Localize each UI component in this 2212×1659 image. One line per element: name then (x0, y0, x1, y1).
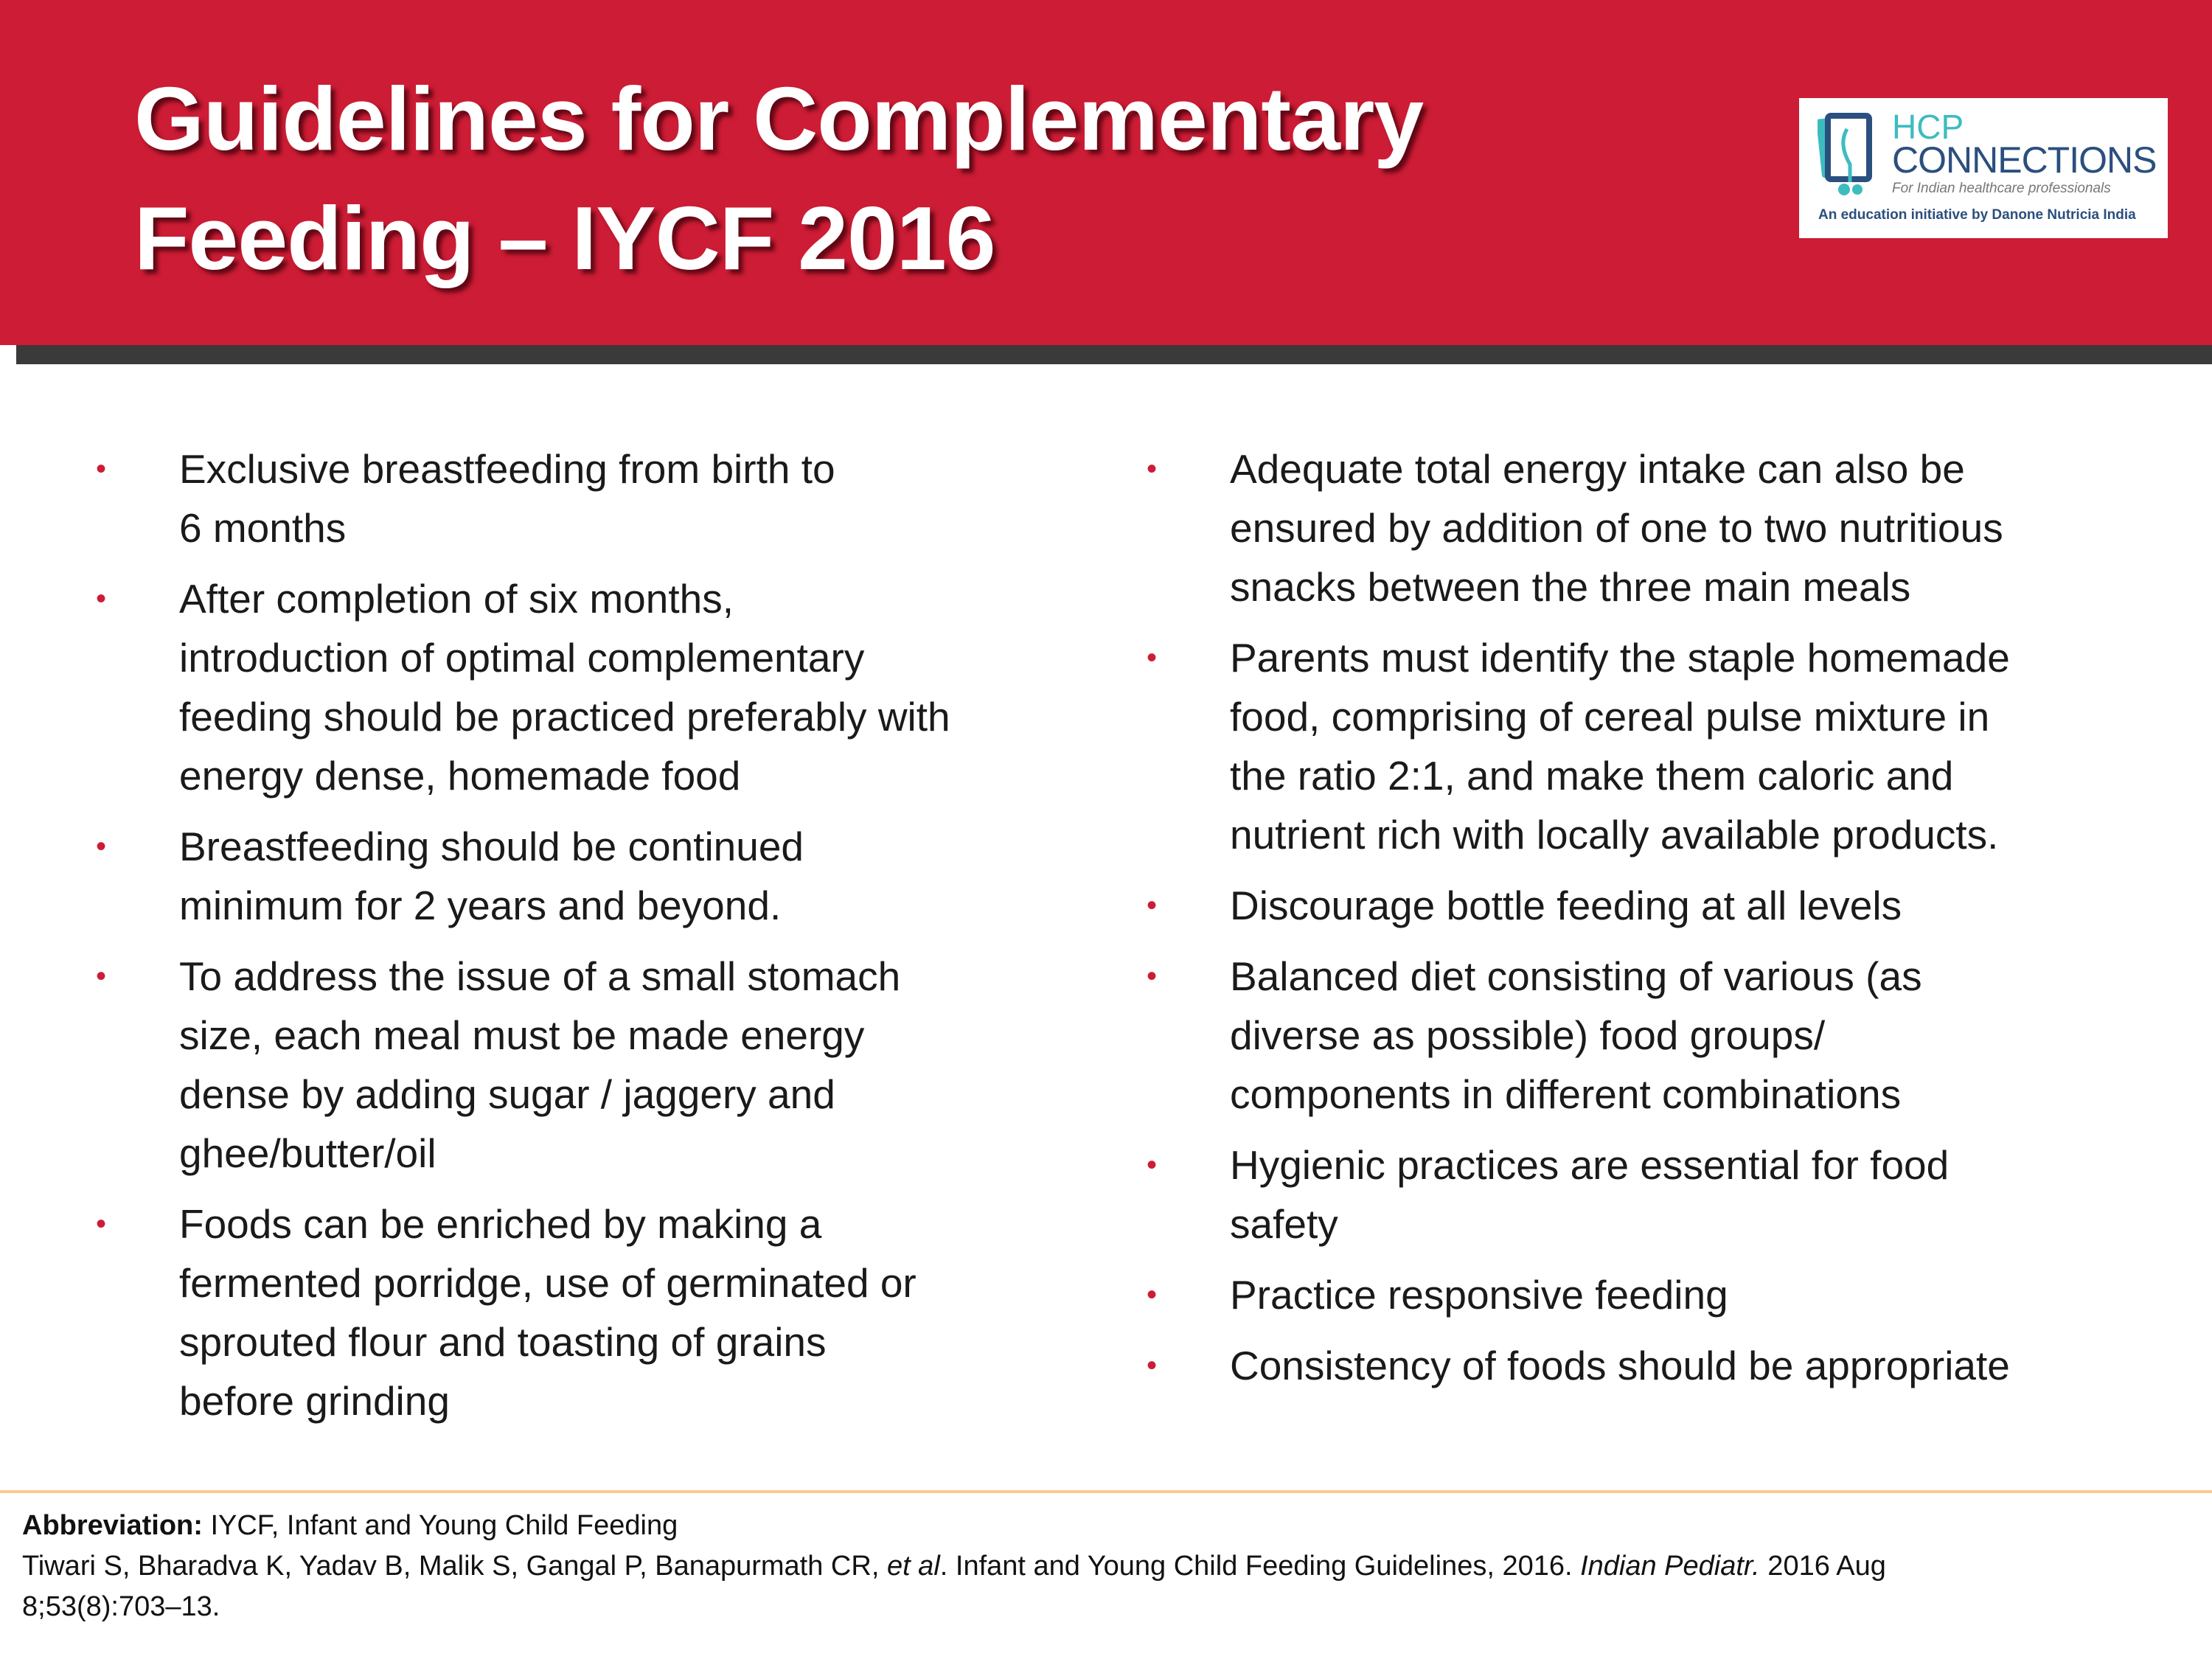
citation-volume: 8;53(8):703–13. (22, 1591, 220, 1622)
bullet-icon: • (96, 960, 107, 992)
list-item: • Breastfeeding should be continued minimu… (0, 817, 1106, 935)
list-item-text: components in different combinations (1230, 1071, 1902, 1117)
bullet-icon: • (1147, 453, 1158, 485)
citation-journal: Indian Pediatr. (1580, 1551, 1760, 1582)
list-item-text: introduction of optimal complementary (179, 635, 865, 681)
list-item-text: food, comprising of cereal pulse mixture… (1230, 694, 1990, 740)
bullet-icon: • (1147, 1279, 1158, 1311)
list-item-text: Balanced diet consisting of various (as (1230, 953, 1922, 999)
list-item-text: To address the issue of a small stomach (179, 953, 901, 999)
footer-reference: Abbreviation: IYCF, Infant and Young Chi… (22, 1506, 1886, 1627)
list-item-text: Parents must identify the staple homemad… (1230, 635, 2010, 681)
header-shadow-bar (16, 345, 2212, 364)
list-item-text: sprouted flour and toasting of grains (179, 1319, 827, 1365)
list-item-text: 6 months (179, 505, 347, 551)
list-item: • Adequate total energy intake can also b… (1048, 439, 2212, 616)
bullet-icon: • (1147, 1149, 1158, 1181)
title-line: Guidelines for Complementary (134, 69, 1424, 169)
logo-text: CONNECTIONS (1892, 139, 2157, 181)
list-item: • Practice responsive feeding (1048, 1265, 2212, 1324)
list-item-text: Discourage bottle feeding at all levels (1230, 883, 1902, 928)
list-item-text: Adequate total energy intake can also be (1230, 446, 1965, 492)
list-item: • Foods can be enriched by making a fermen… (0, 1194, 1106, 1430)
list-item-text: before grinding (179, 1378, 450, 1424)
citation-date: 2016 Aug (1759, 1551, 1886, 1582)
list-item: • Exclusive breastfeeding from birth to 6 … (0, 439, 1106, 557)
bullet-icon: • (96, 453, 107, 485)
list-item: • After completion of six months, introduc… (0, 569, 1106, 805)
citation-etal: et al (886, 1551, 940, 1582)
bullet-icon: • (1147, 889, 1158, 922)
list-item: • Parents must identify the staple homema… (1048, 628, 2212, 864)
list-item: • Balanced diet consisting of various (as… (1048, 947, 2212, 1124)
bullet-icon: • (96, 1208, 107, 1240)
right-bullet-list: • Adequate total energy intake can also b… (1048, 439, 2212, 1407)
list-item-text: ensured by addition of one to two nutrit… (1230, 505, 2003, 551)
abbreviation-label: Abbreviation: (22, 1510, 203, 1541)
logo-initiative: An education initiative by Danone Nutric… (1818, 207, 2136, 223)
page-title: Guidelines for Complementary Feeding – I… (134, 59, 1424, 298)
abbreviation-text: IYCF, Infant and Young Child Feeding (202, 1510, 678, 1541)
list-item-text: dense by adding sugar / jaggery and (179, 1071, 835, 1117)
citation-title: . Infant and Young Child Feeding Guideli… (939, 1551, 1581, 1582)
list-item-text: minimum for 2 years and beyond. (179, 883, 782, 928)
bullet-icon: • (96, 582, 107, 615)
list-item-text: safety (1230, 1201, 1338, 1247)
list-item-text: Exclusive breastfeeding from birth to (179, 446, 835, 492)
bullet-icon: • (1147, 641, 1158, 674)
list-item: • Hygienic practices are essential for fo… (1048, 1135, 2212, 1253)
list-item: • Consistency of foods should be appropri… (1048, 1336, 2212, 1395)
list-item-text: nutrient rich with locally available pro… (1230, 812, 1999, 858)
list-item-text: fermented porridge, use of germinated or (179, 1260, 917, 1306)
list-item-text: diverse as possible) food groups/ (1230, 1012, 1826, 1058)
title-line: Feeding – IYCF 2016 (134, 188, 996, 288)
header-banner: Guidelines for Complementary Feeding – I… (0, 0, 2212, 345)
logo-tagline: For Indian healthcare professionals (1892, 181, 2111, 196)
list-item-text: After completion of six months, (179, 576, 734, 622)
list-item-text: Foods can be enriched by making a (179, 1201, 822, 1247)
bullet-icon: • (1147, 960, 1158, 992)
hcp-connections-logo: HCP CONNECTIONS For Indian healthcare pr… (1799, 98, 2168, 238)
list-item-text: Practice responsive feeding (1230, 1272, 1728, 1318)
tablet-stethoscope-icon (1818, 113, 1872, 195)
list-item-text: feeding should be practiced preferably w… (179, 694, 950, 740)
logo-text: HCP (1892, 108, 1964, 146)
abbreviation: Abbreviation: IYCF, Infant and Young Chi… (22, 1506, 1886, 1546)
left-bullet-list: • Exclusive breastfeeding from birth to 6 … (0, 439, 1106, 1442)
citation-authors: Tiwari S, Bharadva K, Yadav B, Malik S, … (22, 1551, 887, 1582)
list-item-text: snacks between the three main meals (1230, 564, 1911, 610)
list-item-text: size, each meal must be made energy (179, 1012, 865, 1058)
bullet-icon: • (96, 830, 107, 863)
footer-divider (0, 1490, 2212, 1493)
bullet-icon: • (1147, 1349, 1158, 1382)
list-item-text: ghee/butter/oil (179, 1130, 437, 1176)
list-item-text: Consistency of foods should be appropria… (1230, 1343, 2010, 1388)
list-item: • To address the issue of a small stomach… (0, 947, 1106, 1183)
list-item-text: energy dense, homemade food (179, 753, 741, 799)
list-item-text: Hygienic practices are essential for foo… (1230, 1142, 1950, 1188)
citation: Tiwari S, Bharadva K, Yadav B, Malik S, … (22, 1546, 1886, 1587)
list-item-text: Breastfeeding should be continued (179, 824, 804, 869)
list-item: • Discourage bottle feeding at all levels (1048, 876, 2212, 935)
list-item-text: the ratio 2:1, and make them caloric and (1230, 753, 1954, 799)
